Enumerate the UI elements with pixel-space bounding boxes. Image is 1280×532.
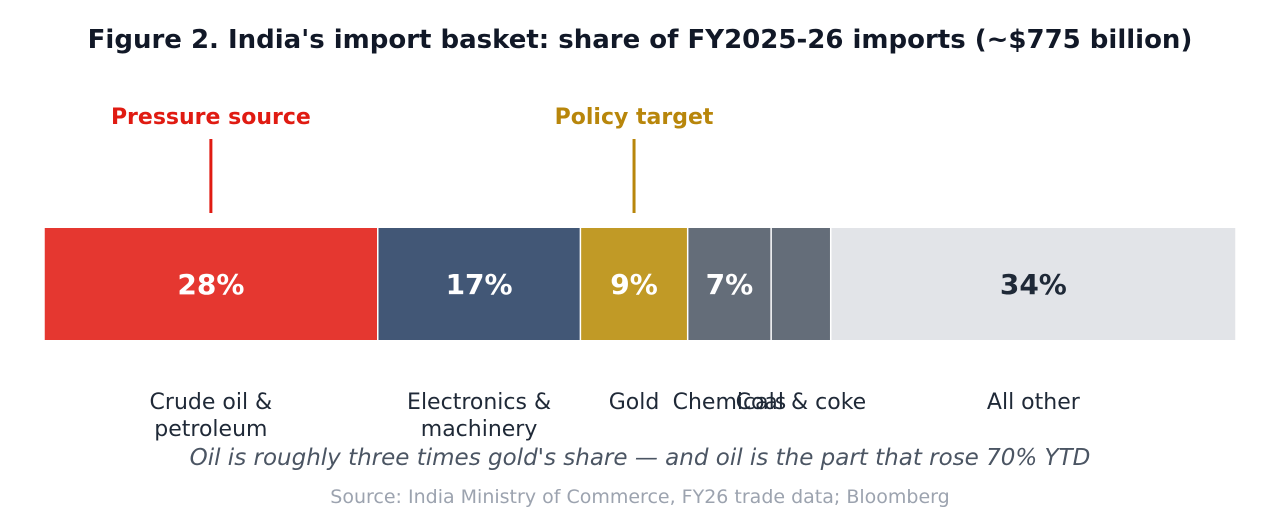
category-label-electronics-and-machinery: Electronics & machinery xyxy=(407,390,551,442)
percent-labels: 28% 17% 9% 7% 34% xyxy=(177,268,1067,301)
stacked-bar xyxy=(44,228,1236,340)
bar-segment-coal-and-coke xyxy=(771,228,830,340)
bar-segment-crude-oil-and-petroleum xyxy=(44,228,378,340)
category-label-chemicals: Chemicals xyxy=(673,390,787,415)
bar-segment-gold xyxy=(581,228,687,340)
category-label-coal-and-coke: Coal & coke xyxy=(736,390,867,415)
chart-source: Source: India Ministry of Commerce, FY26… xyxy=(330,486,949,508)
chart-title: Figure 2. India's import basket: share o… xyxy=(88,25,1193,55)
chart-caption: Oil is roughly three times gold's share … xyxy=(190,445,1091,471)
annotations: Pressure source Policy target xyxy=(111,105,714,213)
data-label-electronics-and-machinery: 17% xyxy=(446,268,513,301)
category-label-crude-oil-and-petroleum: Crude oil & petroleum xyxy=(150,390,273,442)
category-labels: Crude oil & petroleum Electronics & machine… xyxy=(150,390,1081,442)
annotation-pressure-source: Pressure source xyxy=(111,105,311,130)
bar-segment-chemicals xyxy=(688,228,771,340)
category-label-gold: Gold xyxy=(609,390,660,415)
data-label-crude-oil-and-petroleum: 28% xyxy=(177,268,244,301)
bar-segment-electronics-and-machinery xyxy=(378,228,580,340)
data-label-all-other: 34% xyxy=(1000,268,1067,301)
data-label-gold: 9% xyxy=(610,268,658,301)
data-label-chemicals: 7% xyxy=(706,268,754,301)
category-label-all-other: All other xyxy=(987,390,1081,415)
bar-segment-all-other xyxy=(831,228,1236,340)
annotation-policy-target: Policy target xyxy=(555,105,714,130)
